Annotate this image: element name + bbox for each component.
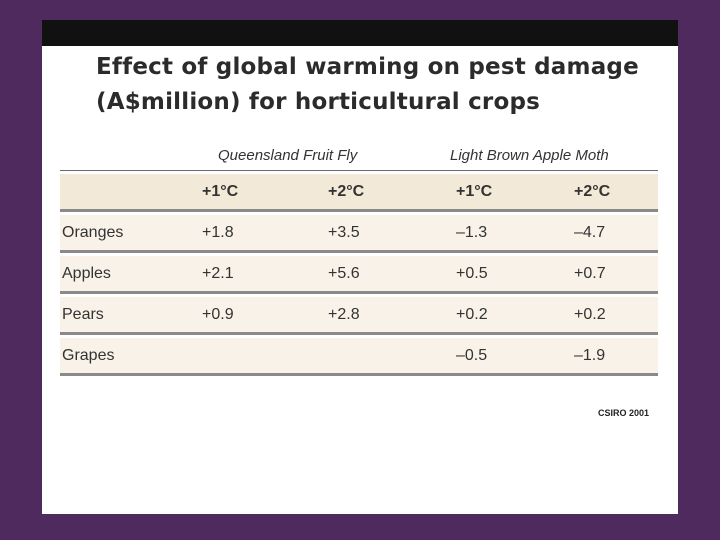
- table-row-apples: Apples +2.1 +5.6 +0.5 +0.7: [60, 256, 658, 294]
- table-cell: +3.5: [328, 224, 360, 241]
- table-cell: +0.9: [202, 306, 234, 323]
- table-cell: –1.3: [456, 224, 488, 241]
- crop-label: Pears: [62, 306, 104, 323]
- group-header-apple-moth: Light Brown Apple Moth: [450, 147, 609, 164]
- table-cell: –0.5: [456, 347, 488, 364]
- column-header-fruit-fly-1c: +1°C: [202, 183, 239, 200]
- table-cell: +0.2: [456, 306, 488, 323]
- table-cell: +2.1: [202, 265, 234, 282]
- slide-title: Effect of global warming on pest damage …: [96, 54, 639, 115]
- table-row-grapes: Grapes –0.5 –1.9: [60, 338, 658, 376]
- table-cell: +5.6: [328, 265, 360, 282]
- group-header-fruit-fly: Queensland Fruit Fly: [218, 147, 358, 164]
- crop-label: Apples: [62, 265, 111, 282]
- table-cell: +1.8: [202, 224, 234, 241]
- pest-damage-table: +1°C +2°C +1°C +2°C Oranges +1.8 +3.5 –1…: [60, 174, 658, 379]
- column-header-fruit-fly-2c: +2°C: [328, 183, 365, 200]
- column-header-apple-moth-1c: +1°C: [456, 183, 493, 200]
- slide: Effect of global warming on pest damage …: [42, 20, 678, 514]
- crop-label: Grapes: [62, 347, 115, 364]
- table-cell: –1.9: [574, 347, 606, 364]
- table-cell: +0.7: [574, 265, 606, 282]
- table-cell: –4.7: [574, 224, 606, 241]
- table-row-oranges: Oranges +1.8 +3.5 –1.3 –4.7: [60, 215, 658, 253]
- table-cell: +0.5: [456, 265, 488, 282]
- group-header-rule: [60, 170, 658, 171]
- source-credit: CSIRO 2001: [598, 408, 650, 418]
- table-cell: +0.2: [574, 306, 606, 323]
- crop-label: Oranges: [62, 224, 124, 241]
- table-cell: +2.8: [328, 306, 360, 323]
- slide-top-bar: [42, 20, 678, 46]
- table-header-row: +1°C +2°C +1°C +2°C: [60, 174, 658, 212]
- table-row-pears: Pears +0.9 +2.8 +0.2 +0.2: [60, 297, 658, 335]
- column-header-apple-moth-2c: +2°C: [574, 183, 611, 200]
